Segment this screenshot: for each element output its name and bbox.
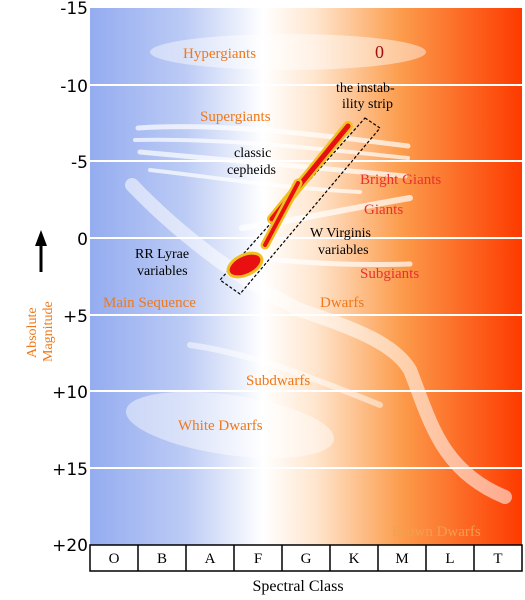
up-arrow-icon bbox=[35, 230, 47, 272]
hypergiant-marker: 0 bbox=[375, 42, 384, 62]
y-tick: +5 bbox=[63, 307, 88, 327]
rr-lyrae-label-2: variables bbox=[137, 264, 188, 279]
spectral-class-a: A bbox=[205, 551, 216, 567]
spectral-class-f: F bbox=[254, 551, 262, 567]
w-virginis-label-1: W Virginis bbox=[310, 226, 371, 241]
supergiant-band-2 bbox=[133, 137, 410, 160]
classic-cepheids-label-2: cepheids bbox=[227, 163, 276, 178]
giant-band bbox=[239, 195, 413, 231]
subdwarf-band bbox=[187, 342, 383, 408]
rr-lyrae-blob bbox=[226, 251, 264, 279]
spectral-class-k: K bbox=[349, 551, 360, 567]
label-bright-giants: Bright Giants bbox=[360, 172, 441, 188]
white-dwarfs-region bbox=[125, 391, 335, 459]
label-subgiants: Subgiants bbox=[360, 266, 419, 282]
x-axis-label: Spectral Class bbox=[252, 578, 343, 595]
y-tick: 0 bbox=[77, 230, 88, 250]
spectral-class-g: G bbox=[301, 551, 312, 567]
label-brown-dwarfs: Brown Dwarfs bbox=[392, 524, 481, 540]
y-axis-label-line1: Absolute bbox=[25, 307, 40, 358]
label-giants: Giants bbox=[364, 202, 403, 218]
instability-strip-label-1: the instab- bbox=[336, 81, 395, 96]
y-tick: -15 bbox=[60, 0, 88, 19]
spectral-class-row: O B A F G K M L T bbox=[89, 544, 523, 572]
spectral-class-b: B bbox=[157, 551, 167, 567]
spectral-class-o: O bbox=[109, 551, 120, 567]
label-main-sequence: Main Sequence bbox=[103, 295, 196, 311]
spectral-class-m: M bbox=[395, 551, 408, 567]
y-tick: +10 bbox=[52, 383, 88, 403]
y-axis-label-line2: Magnitude bbox=[41, 301, 56, 362]
main-sequence-band bbox=[125, 178, 512, 504]
instability-strip bbox=[219, 117, 381, 295]
label-supergiants: Supergiants bbox=[200, 109, 271, 125]
y-tick: -5 bbox=[71, 153, 88, 173]
y-tick: +20 bbox=[52, 536, 88, 556]
instability-strip-box bbox=[219, 117, 381, 295]
y-tick: -10 bbox=[60, 77, 88, 97]
classic-cepheids-label-1: classic bbox=[234, 146, 271, 161]
instability-strip-label-2: ility strip bbox=[342, 97, 393, 112]
spectral-class-t: T bbox=[493, 551, 502, 567]
w-virginis-label-2: variables bbox=[318, 243, 369, 258]
rr-lyrae-label-1: RR Lyrae bbox=[135, 247, 189, 262]
supergiant-band bbox=[135, 124, 411, 149]
label-dwarfs: Dwarfs bbox=[320, 295, 364, 311]
y-tick: +15 bbox=[52, 460, 88, 480]
bright-giant-band-2 bbox=[148, 168, 362, 194]
spectral-class-l: L bbox=[445, 551, 454, 567]
luminosity-bands bbox=[125, 124, 512, 504]
hypergiants-region bbox=[150, 34, 426, 70]
grid-lines bbox=[90, 84, 522, 469]
label-subdwarfs: Subdwarfs bbox=[246, 373, 310, 389]
label-white-dwarfs: White Dwarfs bbox=[178, 418, 263, 434]
label-hypergiants: Hypergiants bbox=[183, 46, 256, 62]
bright-giant-band bbox=[137, 149, 408, 179]
subgiant-band bbox=[252, 255, 413, 268]
y-axis-ticks: -15 -10 -5 0 +5 +10 +15 +20 bbox=[52, 0, 88, 556]
